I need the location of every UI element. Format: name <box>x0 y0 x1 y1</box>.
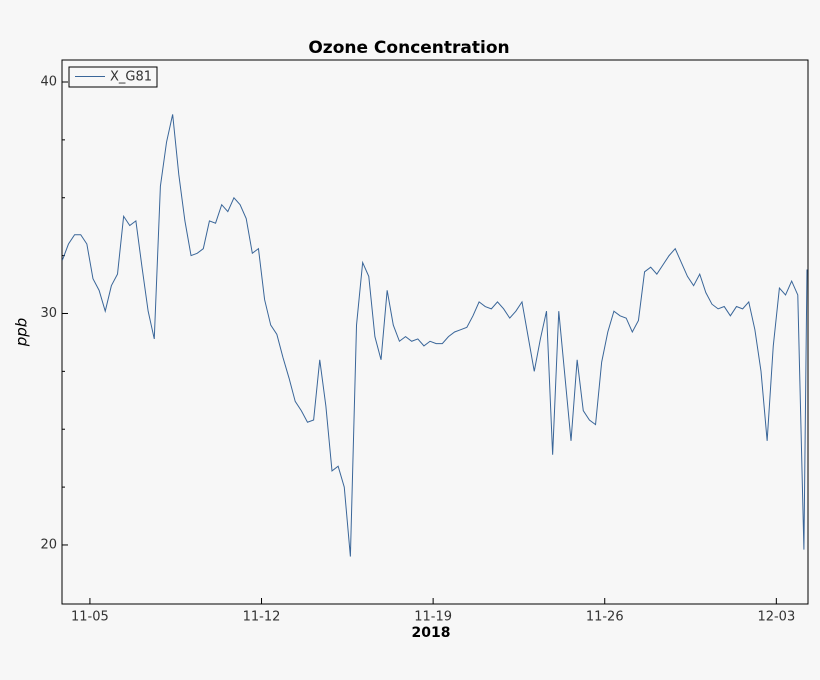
legend-label: X_G81 <box>110 70 152 85</box>
y-tick-label: 30 <box>40 306 57 321</box>
x-tick-label: 11-05 <box>71 610 109 625</box>
x-tick-label: 12-03 <box>757 610 795 625</box>
x-tick-label: 11-19 <box>414 610 452 625</box>
y-tick-label: 20 <box>40 537 57 552</box>
x-axis-label: 2018 <box>412 625 451 641</box>
legend-box <box>68 66 158 88</box>
x-tick-label: 11-26 <box>586 610 624 625</box>
y-axis-label: ppb <box>13 318 31 348</box>
plot-area <box>61 59 809 605</box>
data-line <box>61 114 808 557</box>
y-tick-label: 40 <box>40 74 57 89</box>
chart-title: Ozone Concentration <box>308 38 509 58</box>
x-tick-label: 11-12 <box>243 610 281 625</box>
